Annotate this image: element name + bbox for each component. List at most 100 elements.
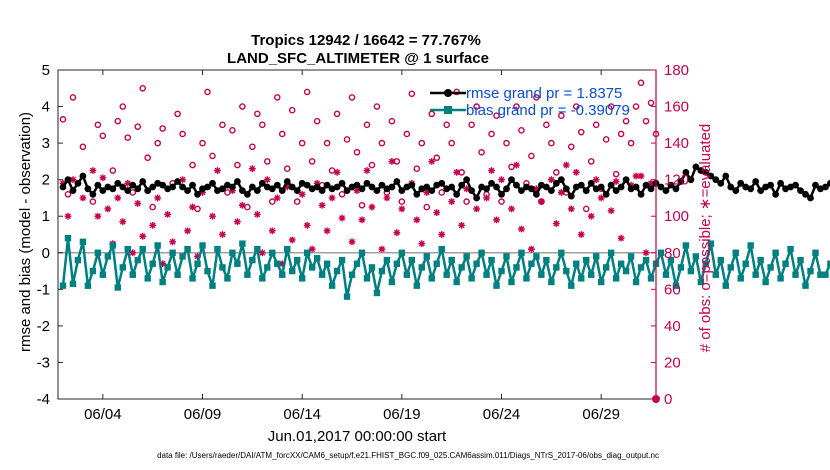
rmse-point	[667, 181, 675, 189]
rmse-point	[737, 179, 745, 187]
bias-point	[757, 256, 764, 264]
bias-point	[318, 271, 326, 278]
x-tick-label: 06/14	[283, 406, 321, 423]
obs-evaluated-point	[69, 176, 77, 184]
left-y-tick-label: -1	[37, 281, 50, 298]
bias-point	[84, 282, 92, 289]
obs-evaluated-point	[363, 167, 371, 174]
bias-point	[702, 260, 710, 267]
obs-possible-point	[348, 94, 356, 101]
bias-point	[383, 256, 391, 264]
obs-evaluated-point	[303, 221, 311, 229]
obs-possible-point	[134, 123, 142, 130]
obs-evaluated-point	[338, 214, 346, 222]
obs-possible-point	[353, 148, 361, 156]
bias-point	[279, 271, 286, 278]
obs-possible-point	[413, 165, 421, 172]
obs-possible-point	[278, 130, 286, 138]
bias-point	[79, 238, 87, 246]
bias-point	[687, 267, 695, 275]
left-axis-tick-labels: -4 -3 -2 -1 0 1 2 3 4 5	[37, 62, 50, 408]
plot-background	[58, 70, 656, 399]
bias-point	[822, 271, 829, 278]
bias-point	[308, 264, 316, 271]
obs-possible-point	[94, 121, 102, 129]
obs-possible-point	[518, 127, 525, 134]
obs-evaluated-point	[378, 245, 386, 253]
bias-point	[69, 280, 77, 288]
left-y-tick-label: -4	[37, 391, 50, 408]
bias-point	[632, 278, 640, 286]
rmse-point	[363, 179, 371, 187]
rmse-point	[323, 181, 331, 189]
obs-possible-point	[582, 205, 590, 213]
obs-evaluated-point	[154, 194, 162, 202]
bias-point	[368, 264, 376, 271]
obs-possible-point	[642, 117, 650, 125]
bias-point	[294, 256, 301, 264]
bias-point	[114, 284, 121, 291]
obs-possible-point	[69, 94, 77, 101]
rmse-point	[802, 190, 809, 198]
obs-evaluated-point	[94, 212, 102, 220]
bias-point	[513, 264, 520, 271]
obs-evaluated-point	[533, 185, 540, 193]
obs-evaluated-point	[528, 245, 535, 253]
bias-point	[89, 267, 97, 275]
obs-evaluated-point	[159, 260, 167, 268]
obs-possible-point	[627, 139, 635, 147]
obs-evaluated-point	[298, 190, 306, 198]
rmse-point	[722, 172, 730, 180]
bias-point	[74, 256, 82, 264]
bias-point	[144, 275, 151, 282]
bias-point	[443, 271, 450, 278]
obs-possible-point	[577, 128, 585, 136]
rmse-point	[184, 187, 191, 195]
obs-possible-point	[303, 88, 311, 96]
obs-possible-point	[273, 94, 281, 101]
obs-possible-point	[647, 99, 655, 107]
rmse-point	[79, 172, 87, 180]
rmse-point	[124, 187, 132, 195]
rmse-point	[827, 179, 830, 187]
obs-evaluated-point	[552, 220, 560, 227]
obs-evaluated-point	[498, 176, 505, 184]
obs-evaluated-point	[557, 189, 565, 196]
obs-evaluated-point	[358, 216, 366, 224]
obs-evaluated-point	[488, 167, 495, 174]
rmse-point	[533, 190, 540, 198]
bias-point	[284, 245, 291, 253]
rmse-point	[273, 181, 281, 189]
obs-possible-point	[378, 139, 386, 147]
obs-evaluated-point	[179, 176, 186, 184]
obs-evaluated-point	[288, 236, 296, 244]
obs-evaluated-point	[199, 189, 206, 196]
obs-possible-point	[249, 143, 256, 151]
bias-point	[373, 289, 381, 297]
bias-point	[752, 271, 759, 278]
obs-possible-point	[553, 169, 560, 176]
rmse-point	[159, 181, 167, 189]
rmse-point	[343, 187, 351, 195]
obs-possible-point	[298, 139, 306, 147]
bias-point	[647, 275, 655, 282]
bias-point	[782, 260, 789, 267]
rmse-point	[702, 168, 710, 176]
left-y-tick-label: -3	[37, 354, 50, 371]
obs-possible-point	[528, 152, 535, 160]
bias-point	[767, 264, 774, 271]
obs-evaluated-point	[308, 245, 316, 253]
rmse-point	[777, 179, 784, 187]
obs-evaluated-point	[104, 205, 112, 213]
obs-possible-point	[144, 154, 151, 162]
obs-evaluated-point	[592, 176, 600, 184]
rmse-point	[313, 183, 321, 191]
bias-point	[523, 275, 530, 282]
bias-point	[697, 278, 705, 286]
bias-point	[553, 264, 560, 271]
rmse-point	[243, 190, 251, 198]
bias-point	[179, 253, 186, 260]
obs-evaluated-point	[348, 238, 356, 246]
rmse-point	[129, 181, 137, 189]
